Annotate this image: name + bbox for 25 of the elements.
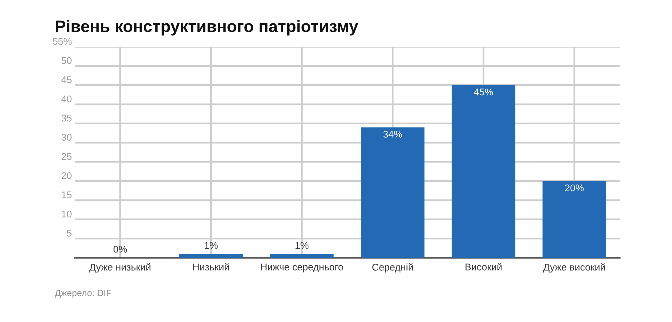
y-tick-label: 30	[62, 134, 72, 141]
y-tick-label: 55%	[53, 38, 72, 46]
y-tick-label: 25	[62, 153, 72, 160]
x-tick-label: Дуже високий	[543, 264, 606, 273]
data-label: 1%	[204, 242, 218, 250]
y-tick-label: 50	[62, 57, 72, 64]
y-tick-label: 20	[62, 172, 72, 180]
x-tick-label: Нижче середнього	[261, 264, 344, 273]
x-tick-label: Дуже низький	[90, 264, 151, 273]
data-label: 34%	[384, 130, 402, 138]
y-tick-label: 40	[62, 96, 72, 103]
y-tick-label: 15	[62, 192, 72, 199]
x-tick-label: Високий	[466, 263, 502, 271]
x-tick-label: Середній	[372, 264, 414, 273]
y-tick-label: 5	[67, 230, 72, 237]
text: Джерело: DIF	[55, 290, 112, 298]
data-label: 20%	[565, 184, 584, 192]
data-label: 0%	[114, 246, 128, 253]
x-tick-label: Низький	[194, 263, 230, 271]
data-label: 1%	[296, 242, 309, 250]
y-tick-label: 45	[62, 76, 72, 84]
chart-title: Рівень конструктивного патріотизму	[56, 20, 358, 36]
data-label: 45%	[474, 88, 494, 96]
y-tick-label: 35	[62, 114, 72, 122]
y-tick-label: 10	[62, 210, 72, 218]
